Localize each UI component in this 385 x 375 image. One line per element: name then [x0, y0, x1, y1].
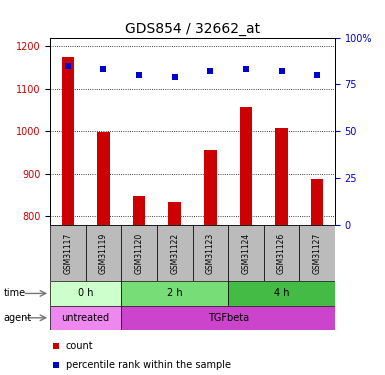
Bar — [264, 225, 300, 281]
Point — [278, 68, 285, 74]
Bar — [97, 132, 110, 225]
Bar — [50, 306, 121, 330]
Bar — [85, 225, 121, 281]
Bar — [192, 225, 228, 281]
Bar — [121, 306, 335, 330]
Point — [314, 72, 320, 78]
Bar — [157, 225, 192, 281]
Text: 4 h: 4 h — [274, 288, 289, 298]
Title: GDS854 / 32662_at: GDS854 / 32662_at — [125, 22, 260, 36]
Bar — [121, 225, 157, 281]
Bar — [275, 128, 288, 225]
Text: time: time — [4, 288, 26, 298]
Text: 0 h: 0 h — [78, 288, 94, 298]
Point — [207, 68, 213, 74]
Point — [241, 121, 248, 127]
Bar — [204, 150, 216, 225]
Bar — [300, 225, 335, 281]
Text: GSM31124: GSM31124 — [241, 232, 250, 274]
Text: 2 h: 2 h — [167, 288, 182, 298]
Bar — [50, 225, 85, 281]
Bar — [50, 281, 121, 306]
Text: GSM31126: GSM31126 — [277, 232, 286, 274]
Text: GSM31123: GSM31123 — [206, 232, 215, 274]
Text: percentile rank within the sample: percentile rank within the sample — [66, 360, 231, 369]
Text: count: count — [66, 341, 93, 351]
Bar — [62, 57, 74, 225]
Bar — [121, 281, 228, 306]
Bar — [228, 281, 335, 306]
Bar — [228, 225, 264, 281]
Point — [172, 74, 178, 80]
Text: GSM31119: GSM31119 — [99, 232, 108, 274]
Point — [65, 63, 71, 69]
Text: untreated: untreated — [62, 313, 110, 323]
Bar — [169, 202, 181, 225]
Point — [243, 66, 249, 72]
Text: GSM31122: GSM31122 — [170, 232, 179, 274]
Text: GSM31117: GSM31117 — [64, 232, 72, 274]
Bar — [133, 196, 145, 225]
Text: GSM31120: GSM31120 — [135, 232, 144, 274]
Bar — [311, 179, 323, 225]
Text: GSM31127: GSM31127 — [313, 232, 321, 274]
Text: TGFbeta: TGFbeta — [208, 313, 249, 323]
Text: agent: agent — [4, 313, 32, 323]
Point — [136, 72, 142, 78]
Point — [241, 290, 248, 296]
Bar — [240, 106, 252, 225]
Point — [100, 66, 107, 72]
